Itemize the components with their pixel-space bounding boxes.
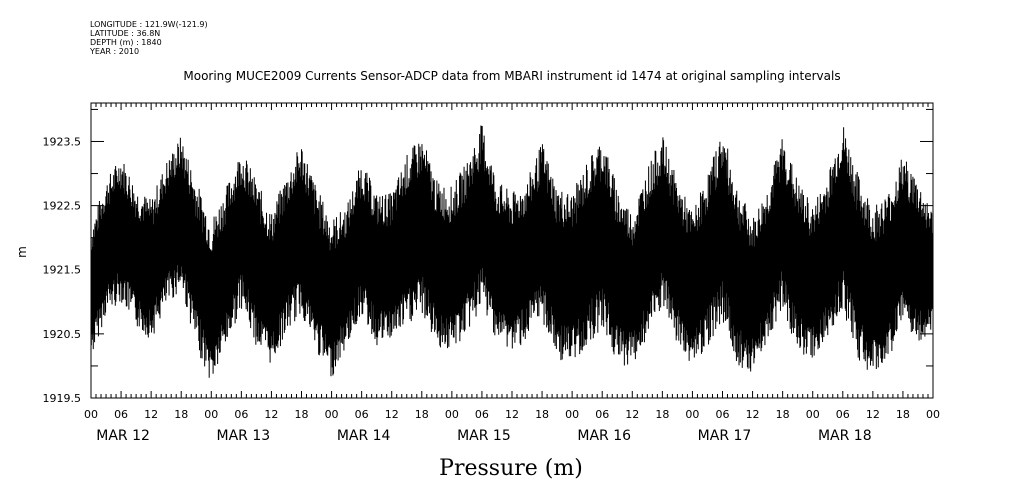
x-tick-label: 00 [806,408,820,421]
metadata-block: LONGITUDE : 121.9W(-121.9) LATITUDE : 36… [90,20,208,56]
x-axis-label: Pressure (m) [439,456,583,481]
x-tick-label: 18 [415,408,429,421]
y-tick-label: 1919.5 [43,392,82,405]
day-label: MAR 15 [457,428,511,444]
x-tick-label: 18 [535,408,549,421]
x-tick-label: 06 [475,408,489,421]
plot-area [90,125,934,378]
x-tick-label: 00 [84,408,98,421]
y-tick-label: 1922.5 [43,200,82,213]
x-tick-label: 00 [204,408,218,421]
x-tick-label: 06 [836,408,850,421]
x-tick-label: 06 [716,408,730,421]
x-tick-label: 12 [505,408,519,421]
x-tick-label: 18 [295,408,309,421]
y-tick-label: 1920.5 [43,328,82,341]
x-tick-label: 12 [625,408,639,421]
x-tick-label: 12 [385,408,399,421]
day-label: MAR 17 [698,428,752,444]
longitude-text: LONGITUDE : 121.9W(-121.9) [90,20,208,29]
x-tick-label: 00 [565,408,579,421]
axes: 1919.5 1920.5 1921.5 1922.5 1923.5 00 06 12 18 00… [43,102,940,444]
x-tick-label: 00 [926,408,940,421]
x-tick-label: 18 [776,408,790,421]
x-tick-label: 18 [896,408,910,421]
x-tick-label: 18 [655,408,669,421]
x-tick-label: 06 [355,408,369,421]
day-label: MAR 18 [818,428,872,444]
y-tick-label: 1921.5 [43,264,82,277]
chart-title: Mooring MUCE2009 Currents Sensor-ADCP da… [183,69,840,83]
x-tick-label: 12 [866,408,880,421]
day-label: MAR 13 [217,428,271,444]
depth-text: DEPTH (m) : 1840 [90,38,162,47]
x-tick-label: 12 [746,408,760,421]
x-tick-label: 06 [595,408,609,421]
day-label: MAR 16 [577,428,631,444]
series-line [90,125,934,378]
x-tick-label: 12 [264,408,278,421]
x-tick-label: 00 [325,408,339,421]
day-label: MAR 14 [337,428,391,444]
x-tick-label: 06 [234,408,248,421]
x-tick-label: 00 [445,408,459,421]
x-tick-label: 18 [174,408,188,421]
x-tick-label: 06 [114,408,128,421]
year-text: YEAR : 2010 [90,47,140,56]
latitude-text: LATITUDE : 36.8N [90,29,161,38]
x-tick-label: 12 [144,408,158,421]
y-tick-label: 1923.5 [43,135,82,148]
y-axis-label: m [15,246,29,258]
day-label: MAR 12 [96,428,150,444]
x-tick-label: 00 [685,408,699,421]
